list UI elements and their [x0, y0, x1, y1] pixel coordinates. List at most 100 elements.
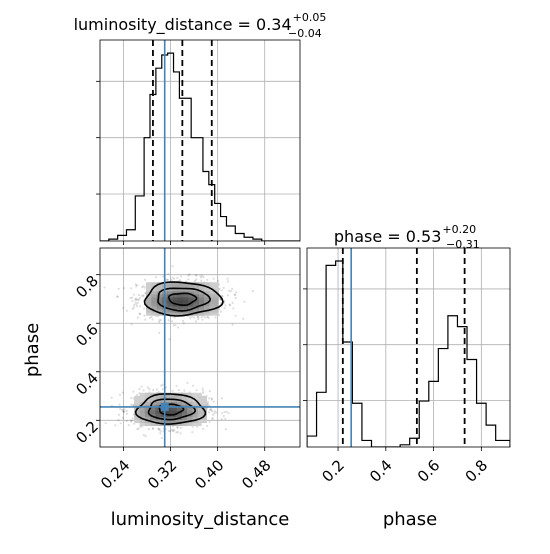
sample-point: [191, 431, 194, 434]
density-cell: [176, 392, 186, 402]
sample-point: [132, 293, 135, 296]
sample-point: [219, 298, 222, 301]
density-cell: [182, 392, 191, 402]
sample-point: [119, 422, 122, 425]
sample-point: [130, 403, 133, 406]
density-cell: [188, 282, 198, 292]
sample-point: [210, 398, 213, 401]
sample-point: [96, 407, 98, 409]
sample-point: [122, 306, 125, 310]
sample-point: [137, 294, 140, 297]
frame-phase-histogram: [306, 247, 511, 448]
truth-crosshair: [100, 248, 300, 447]
density-cell: [183, 282, 193, 292]
sample-point: [166, 278, 170, 281]
sample-point: [122, 410, 125, 413]
sample-point: [172, 430, 175, 433]
sample-point: [188, 315, 191, 318]
sample-point: [223, 411, 226, 414]
density-cell: [199, 282, 208, 292]
title-phase-plus: +0.20: [442, 223, 476, 236]
sample-point: [136, 301, 139, 304]
sample-point: [176, 426, 179, 429]
sample-point: [176, 276, 179, 279]
sample-point: [170, 428, 174, 431]
sample-point: [201, 318, 204, 321]
sample-point: [160, 384, 163, 387]
sample-point: [227, 412, 230, 415]
density-cell: [197, 395, 207, 405]
x-axis-label-phase: phase: [383, 509, 437, 530]
sample-point: [170, 278, 173, 282]
sample-point: [192, 316, 196, 319]
sample-point: [222, 414, 225, 418]
density-cell: [209, 282, 219, 292]
sample-point: [159, 319, 162, 322]
sample-point: [211, 416, 214, 420]
contour-line: [134, 393, 207, 425]
sample-point: [136, 284, 139, 287]
sample-point: [208, 397, 211, 400]
sample-point: [226, 280, 230, 283]
sample-point: [209, 408, 212, 411]
sample-point: [104, 422, 107, 425]
sample-point: [159, 429, 162, 433]
sample-point: [125, 420, 128, 423]
sample-point: [234, 296, 237, 300]
sample-point: [142, 389, 145, 392]
sample-point: [140, 294, 143, 297]
sample-point: [173, 316, 176, 319]
sample-point: [159, 432, 162, 435]
x-tick-label: 0.48: [238, 456, 274, 492]
sample-point: [201, 387, 204, 390]
density-cell: [134, 395, 144, 405]
sample-point: [212, 400, 215, 403]
sample-point: [171, 265, 174, 268]
sample-point: [175, 431, 178, 434]
sample-point: [173, 428, 176, 431]
density-cell: [193, 282, 203, 292]
y-tick-labels-phase: 0.2 0.4 0.6 0.8: [72, 272, 102, 447]
density-cell: [155, 392, 165, 402]
x-tick-label: 0.24: [97, 456, 133, 492]
sample-point: [130, 323, 133, 326]
sample-point: [103, 286, 106, 289]
sample-point: [167, 272, 170, 275]
sample-point: [134, 301, 137, 304]
sample-point: [220, 418, 223, 421]
sample-point: [135, 298, 138, 301]
density-contours: [134, 281, 224, 425]
sample-point: [215, 411, 218, 414]
density-cell: [139, 392, 149, 402]
sample-point: [194, 279, 197, 283]
grid-luminosity-distance-histogram: [100, 40, 300, 241]
sample-point: [191, 384, 195, 387]
title-phase-main: phase = 0.53: [334, 227, 441, 246]
sample-point: [180, 275, 183, 278]
histogram-luminosity-distance: [100, 52, 300, 241]
density-cell: [192, 392, 202, 402]
title-luminosity-distance: luminosity_distance = 0.34+0.05: [74, 11, 327, 35]
sample-point: [121, 391, 124, 394]
sample-point: [155, 388, 158, 391]
sample-point: [143, 286, 146, 289]
sample-point: [218, 287, 221, 290]
sample-point: [146, 386, 149, 389]
sample-point: [152, 389, 155, 392]
sample-point: [223, 307, 226, 310]
sample-point: [176, 426, 179, 429]
sample-point: [172, 429, 175, 432]
sample-point: [135, 305, 138, 308]
sample-point: [206, 402, 209, 406]
sample-point: [208, 420, 211, 424]
sample-point: [138, 387, 141, 391]
sample-point: [138, 312, 141, 315]
sample-point: [179, 279, 182, 282]
sample-point: [122, 409, 125, 413]
sample-point: [206, 402, 209, 406]
sample-point: [185, 280, 188, 283]
sample-point: [208, 408, 211, 412]
sample-point: [122, 287, 125, 290]
sample-point: [211, 417, 214, 420]
sample-point: [187, 278, 190, 281]
